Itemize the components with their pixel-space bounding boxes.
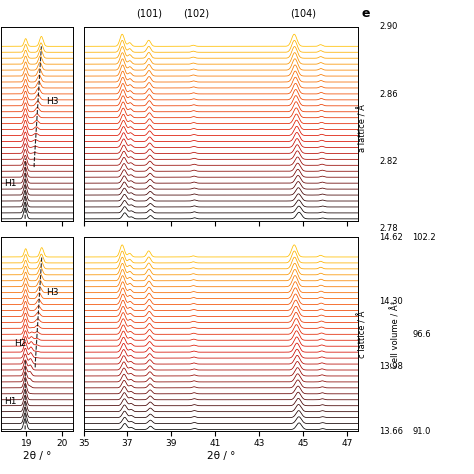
Text: 2.86: 2.86 xyxy=(379,90,398,99)
Text: 14.30: 14.30 xyxy=(379,297,403,306)
X-axis label: 2θ / °: 2θ / ° xyxy=(207,451,235,461)
Text: e: e xyxy=(361,7,370,19)
Text: 2.90: 2.90 xyxy=(379,22,398,31)
Text: 96.6: 96.6 xyxy=(412,330,431,338)
X-axis label: 2θ / °: 2θ / ° xyxy=(23,451,51,461)
Text: H1: H1 xyxy=(5,179,17,188)
Text: Cell volume / Å³: Cell volume / Å³ xyxy=(391,301,401,368)
Text: c lattice / Å: c lattice / Å xyxy=(358,310,367,358)
Text: H1: H1 xyxy=(5,397,17,406)
Text: 91.0: 91.0 xyxy=(412,427,431,436)
Text: 13.66: 13.66 xyxy=(379,427,403,436)
Text: 14.62: 14.62 xyxy=(379,233,403,241)
Text: H3: H3 xyxy=(46,97,58,106)
Text: (101): (101) xyxy=(137,9,163,19)
Text: 13.98: 13.98 xyxy=(379,362,403,371)
Text: (104): (104) xyxy=(290,9,316,19)
Text: 102.2: 102.2 xyxy=(412,233,436,241)
Text: 2.82: 2.82 xyxy=(379,157,398,166)
Text: (102): (102) xyxy=(183,9,209,19)
Text: a lattice / Å: a lattice / Å xyxy=(358,104,367,152)
Text: H3: H3 xyxy=(46,289,58,298)
Text: 2.78: 2.78 xyxy=(379,225,398,233)
Text: H2: H2 xyxy=(14,339,27,348)
